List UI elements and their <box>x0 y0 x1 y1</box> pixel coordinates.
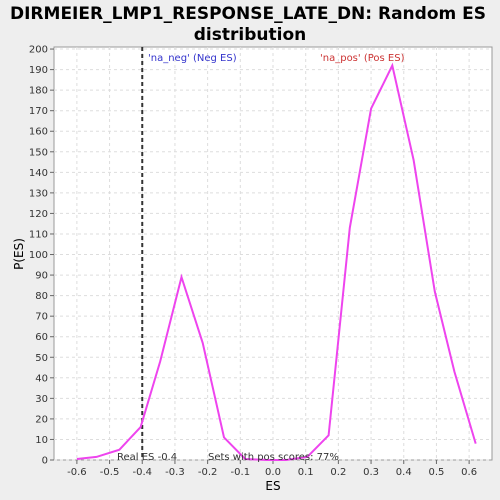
es-distribution-curve <box>76 62 477 461</box>
y-tick-label: 40 <box>35 373 48 384</box>
x-tick-label: -0.6 <box>67 467 87 478</box>
x-tick-label: 0.1 <box>298 467 314 478</box>
y-tick-label: 170 <box>29 106 48 117</box>
y-tick-label: 50 <box>35 353 48 364</box>
y-tick-label: 0 <box>42 456 48 467</box>
x-tick-label: 0.4 <box>396 467 412 478</box>
y-tick-label: 80 <box>35 291 48 302</box>
pos-scores-label: Sets with pos scores: 77% <box>208 452 339 463</box>
y-tick-label: 130 <box>29 188 48 199</box>
x-axis-label: ES <box>265 479 280 493</box>
x-tick-label: 0.3 <box>363 467 379 478</box>
x-tick-label: 0.2 <box>330 467 346 478</box>
y-tick-label: 140 <box>29 168 48 179</box>
chart-title-line1: DIRMEIER_LMP1_RESPONSE_LATE_DN: Random E… <box>10 4 486 24</box>
y-tick-label: 90 <box>35 271 48 282</box>
y-tick-label: 10 <box>35 435 48 446</box>
x-tick-label: 0.0 <box>265 467 281 478</box>
y-tick-label: 150 <box>29 147 48 158</box>
x-tick-label: -0.5 <box>100 467 120 478</box>
y-axis-label: P(ES) <box>12 238 26 270</box>
y-tick-label: 60 <box>35 332 48 343</box>
x-tick-label: -0.2 <box>198 467 218 478</box>
pos-es-label: 'na_pos' (Pos ES) <box>320 53 405 64</box>
x-tick-label: 0.5 <box>428 467 444 478</box>
axes: 0 10 20 30 40 50 60 70 80 90 100 110 120 130 140 150 160… <box>29 45 477 478</box>
x-tick-label: -0.4 <box>132 467 152 478</box>
x-tick-label: -0.1 <box>231 467 251 478</box>
y-tick-label: 200 <box>29 45 48 56</box>
y-tick-label: 110 <box>29 229 48 240</box>
y-tick-label: 100 <box>29 250 48 261</box>
real-es-label: Real ES -0.4 <box>117 452 177 463</box>
y-tick-label: 160 <box>29 127 48 138</box>
x-tick-label: 0.6 <box>461 467 477 478</box>
y-tick-label: 20 <box>35 414 48 425</box>
y-tick-label: 180 <box>29 86 48 97</box>
chart-title-line2: distribution <box>194 25 306 45</box>
x-tick-label: -0.3 <box>165 467 185 478</box>
y-tick-label: 120 <box>29 209 48 220</box>
neg-es-label: 'na_neg' (Neg ES) <box>148 53 237 64</box>
y-tick-label: 30 <box>35 394 48 405</box>
grid <box>54 47 492 461</box>
y-tick-label: 190 <box>29 65 48 76</box>
y-tick-label: 70 <box>35 312 48 323</box>
